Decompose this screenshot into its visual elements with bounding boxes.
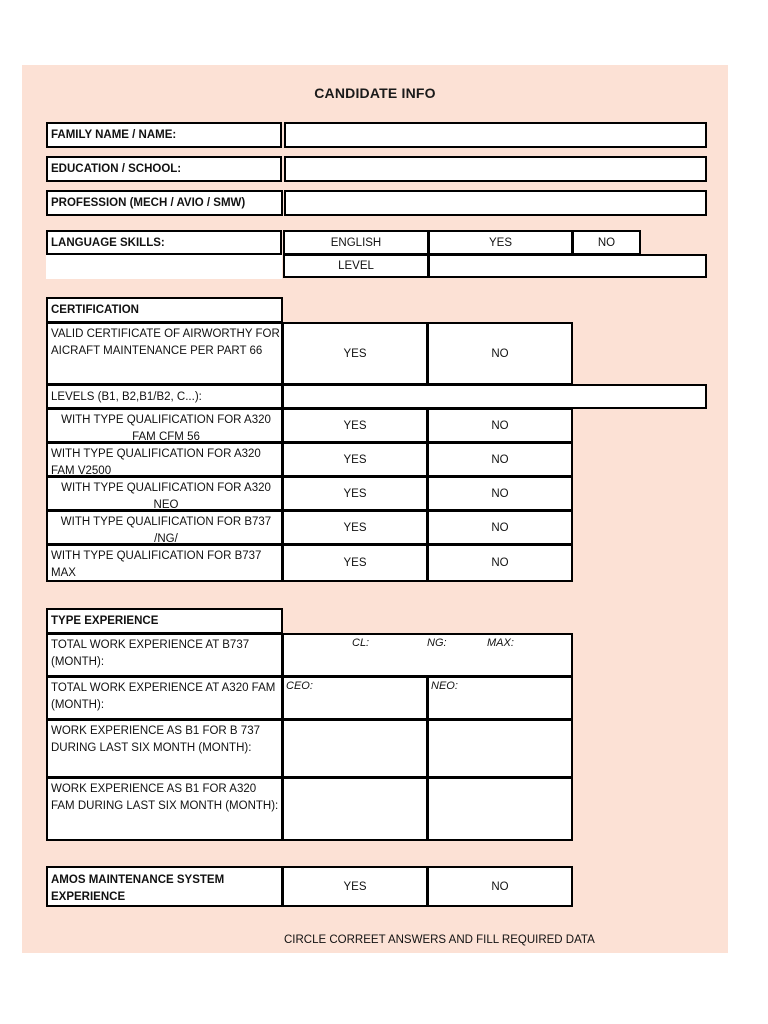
type-qualification-yes-3[interactable]: YES (282, 510, 428, 545)
experience-sublabel-ceo: CEO: (286, 680, 313, 692)
type-qualification-yes-1[interactable]: YES (282, 442, 428, 477)
profession-label: PROFESSION (MECH / AVIO / SMW) (46, 190, 283, 216)
certification-header: CERTIFICATION (46, 297, 283, 323)
experience-value-3-right[interactable] (427, 777, 573, 841)
footer-note: CIRCLE CORREET ANSWERS AND FILL REQUIRED… (284, 934, 595, 946)
experience-label-2: WORK EXPERIENCE AS B1 FOR B 737 DURING L… (46, 719, 283, 778)
type-qualification-no-0[interactable]: NO (427, 408, 573, 443)
type-qualification-label-1: WITH TYPE QUALIFICATION FOR A320 FAM V25… (46, 442, 283, 477)
experience-label-text-2: WORK EXPERIENCE AS B1 FOR B 737 DURING L… (51, 725, 260, 754)
experience-sublabel-ng: NG: (427, 637, 447, 649)
experience-label-0: TOTAL WORK EXPERIENCE AT B737 (MONTH): (46, 633, 283, 677)
amos-label: AMOS MAINTENANCE SYSTEM EXPERIENCE (46, 866, 283, 907)
type-qualification-text-4: WITH TYPE QUALIFICATION FOR B737 MAX (51, 550, 262, 579)
type-qualification-text-3: WITH TYPE QUALIFICATION FOR B737 /NG/ (60, 516, 272, 545)
page-title: CANDIDATE INFO (314, 85, 436, 101)
experience-value-2-right[interactable] (427, 719, 573, 778)
levels-input[interactable] (282, 384, 707, 409)
type-qualification-yes-0[interactable]: YES (282, 408, 428, 443)
valid-certificate-yes-option[interactable]: YES (282, 322, 428, 385)
type-qualification-no-4[interactable]: NO (427, 544, 573, 582)
type-qualification-text-1: WITH TYPE QUALIFICATION FOR A320 FAM V25… (51, 448, 261, 477)
levels-label: LEVELS (B1, B2,B1/B2, C...): (46, 384, 283, 409)
language-level-input[interactable] (428, 254, 707, 278)
amos-yes-option[interactable]: YES (282, 866, 428, 907)
family-name-label: FAMILY NAME / NAME: (46, 122, 282, 148)
type-qualification-label-4: WITH TYPE QUALIFICATION FOR B737 MAX (46, 544, 283, 582)
education-input[interactable] (284, 156, 707, 182)
experience-label-text-3: WORK EXPERIENCE AS B1 FOR A320 FAM DURIN… (51, 783, 279, 812)
language-skills-spacer (46, 255, 282, 279)
type-qualification-label-2: WITH TYPE QUALIFICATION FOR A320 NEO (46, 476, 283, 511)
type-qualification-text-2: WITH TYPE QUALIFICATION FOR A320 NEO (61, 482, 271, 511)
profession-input[interactable] (284, 190, 707, 216)
valid-certificate-no-option[interactable]: NO (427, 322, 573, 385)
experience-sublabel-cl: CL: (352, 637, 370, 649)
valid-certificate-label-text: VALID CERTIFICATE OF AIRWORTHY FOR AICRA… (51, 328, 280, 357)
type-qualification-label-3: WITH TYPE QUALIFICATION FOR B737 /NG/ (46, 510, 283, 545)
type-qualification-no-2[interactable]: NO (427, 476, 573, 511)
experience-value-1-right[interactable]: NEO: (427, 676, 573, 720)
experience-value-2-left[interactable] (282, 719, 428, 778)
education-label: EDUCATION / SCHOOL: (46, 156, 282, 182)
experience-value-3-left[interactable] (282, 777, 428, 841)
experience-label-text-1: TOTAL WORK EXPERIENCE AT A320 FAM (MONTH… (51, 682, 276, 711)
experience-label-1: TOTAL WORK EXPERIENCE AT A320 FAM (MONTH… (46, 676, 283, 720)
type-qualification-no-3[interactable]: NO (427, 510, 573, 545)
form-page: CANDIDATE INFO FAMILY NAME / NAME: EDUCA… (22, 65, 728, 953)
experience-label-3: WORK EXPERIENCE AS B1 FOR A320 FAM DURIN… (46, 777, 283, 841)
amos-no-option[interactable]: NO (427, 866, 573, 907)
type-qualification-label-0: WITH TYPE QUALIFICATION FOR A320 FAM CFM… (46, 408, 283, 443)
experience-sublabel-neo: NEO: (431, 680, 458, 692)
experience-value-1-left[interactable]: CEO: (282, 676, 428, 720)
type-qualification-yes-4[interactable]: YES (282, 544, 428, 582)
type-qualification-yes-2[interactable]: YES (282, 476, 428, 511)
language-english-cell: ENGLISH (283, 230, 429, 255)
experience-label-text-0: TOTAL WORK EXPERIENCE AT B737 (MONTH): (51, 639, 250, 668)
type-experience-header: TYPE EXPERIENCE (46, 608, 283, 634)
language-yes-option[interactable]: YES (428, 230, 573, 255)
family-name-input[interactable] (284, 122, 707, 148)
type-qualification-text-0: WITH TYPE QUALIFICATION FOR A320 FAM CFM… (61, 414, 271, 443)
amos-label-text: AMOS MAINTENANCE SYSTEM EXPERIENCE (51, 874, 225, 903)
experience-sublabel-max: MAX: (487, 637, 514, 649)
type-qualification-no-1[interactable]: NO (427, 442, 573, 477)
language-skills-label: LANGUAGE SKILLS: (46, 230, 282, 255)
language-level-label: LEVEL (283, 254, 429, 278)
language-no-option[interactable]: NO (572, 230, 641, 255)
valid-certificate-label: VALID CERTIFICATE OF AIRWORTHY FOR AICRA… (46, 322, 283, 385)
